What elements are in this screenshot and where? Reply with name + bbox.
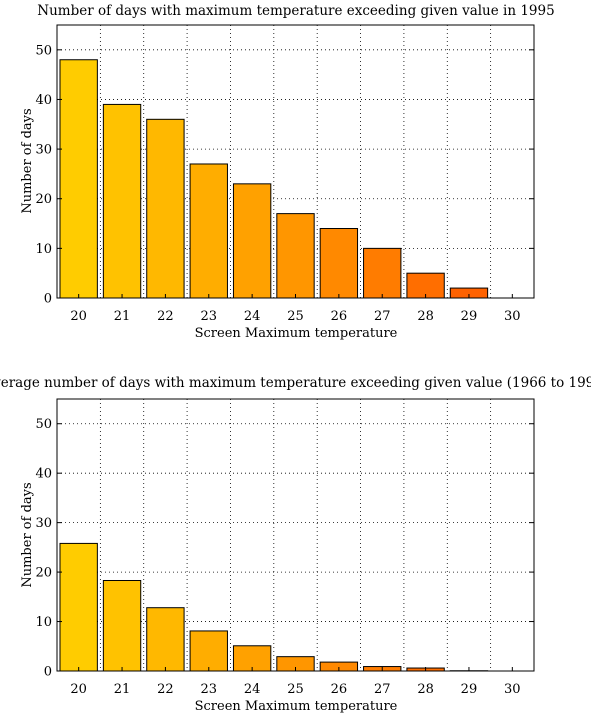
x-tick-label: 30 (504, 682, 521, 697)
y-axis-label: Number of days (20, 482, 35, 587)
bar-24 (232, 645, 272, 672)
bar-20 (59, 542, 98, 672)
x-tick-label: 23 (200, 309, 217, 324)
x-axis-label: Screen Maximum temperature (195, 326, 398, 341)
x-tick-label: 26 (331, 309, 348, 324)
chart-title: Number of days with maximum temperature … (37, 3, 554, 19)
x-tick-label: 21 (114, 309, 131, 324)
x-tick-label: 25 (287, 682, 304, 697)
bar-20 (59, 59, 98, 299)
x-tick-label: 27 (374, 682, 391, 697)
x-tick-label: 29 (461, 682, 478, 697)
bar-21 (102, 103, 142, 299)
y-tick-label: 40 (35, 93, 52, 108)
y-tick-label: 0 (44, 292, 52, 307)
bars (59, 59, 489, 299)
x-tick-label: 29 (461, 309, 478, 324)
y-tick-label: 10 (35, 242, 52, 257)
x-tick-label: 23 (200, 682, 217, 697)
x-tick-label: 25 (287, 309, 304, 324)
y-tick-label: 50 (35, 43, 52, 58)
gridlines (57, 25, 534, 298)
x-tick-label: 20 (70, 682, 87, 697)
x-tick-label: 28 (417, 682, 434, 697)
y-tick-label: 30 (35, 516, 52, 531)
x-tick-label: 28 (417, 309, 434, 324)
y-tick-label: 10 (35, 615, 52, 630)
chart-title: Average number of days with maximum temp… (0, 375, 591, 391)
y-tick-label: 50 (35, 417, 52, 432)
x-axis-label: Screen Maximum temperature (195, 699, 398, 714)
bar-23 (189, 630, 228, 672)
x-tick-label: 22 (157, 682, 174, 697)
bar-28 (406, 272, 445, 299)
x-tick-label: 24 (244, 309, 261, 324)
y-tick-label: 40 (35, 467, 52, 482)
axis-ticks: 0 10 20 30 40 50 20 21 22 23 24 25 26 27 28 29 30 (35, 417, 534, 697)
bar-26 (319, 228, 359, 299)
axis-ticks: 0 10 20 30 40 50 20 21 22 23 24 25 26 27 28 29 30 (35, 43, 534, 324)
y-axis-label: Number of days (20, 108, 35, 213)
y-tick-label: 20 (35, 192, 52, 207)
gridlines (57, 399, 534, 671)
x-tick-label: 22 (157, 309, 174, 324)
x-tick-label: 21 (114, 682, 131, 697)
bar-24 (232, 183, 272, 299)
bar-22 (146, 607, 185, 672)
bar-23 (189, 163, 228, 299)
bar-25 (276, 213, 315, 299)
bar-21 (102, 579, 142, 672)
chart-1995: Number of days with maximum temperature … (20, 3, 555, 341)
x-tick-label: 27 (374, 309, 391, 324)
bar-27 (363, 247, 402, 299)
x-tick-label: 20 (70, 309, 87, 324)
x-tick-label: 26 (331, 682, 348, 697)
bar-22 (146, 118, 185, 299)
y-tick-label: 0 (44, 665, 52, 680)
x-tick-label: 24 (244, 682, 261, 697)
y-tick-label: 30 (35, 143, 52, 158)
bars (59, 542, 489, 672)
x-tick-label: 30 (504, 309, 521, 324)
chart-average-1966-1994: Average number of days with maximum temp… (0, 375, 591, 714)
y-tick-label: 20 (35, 566, 52, 581)
